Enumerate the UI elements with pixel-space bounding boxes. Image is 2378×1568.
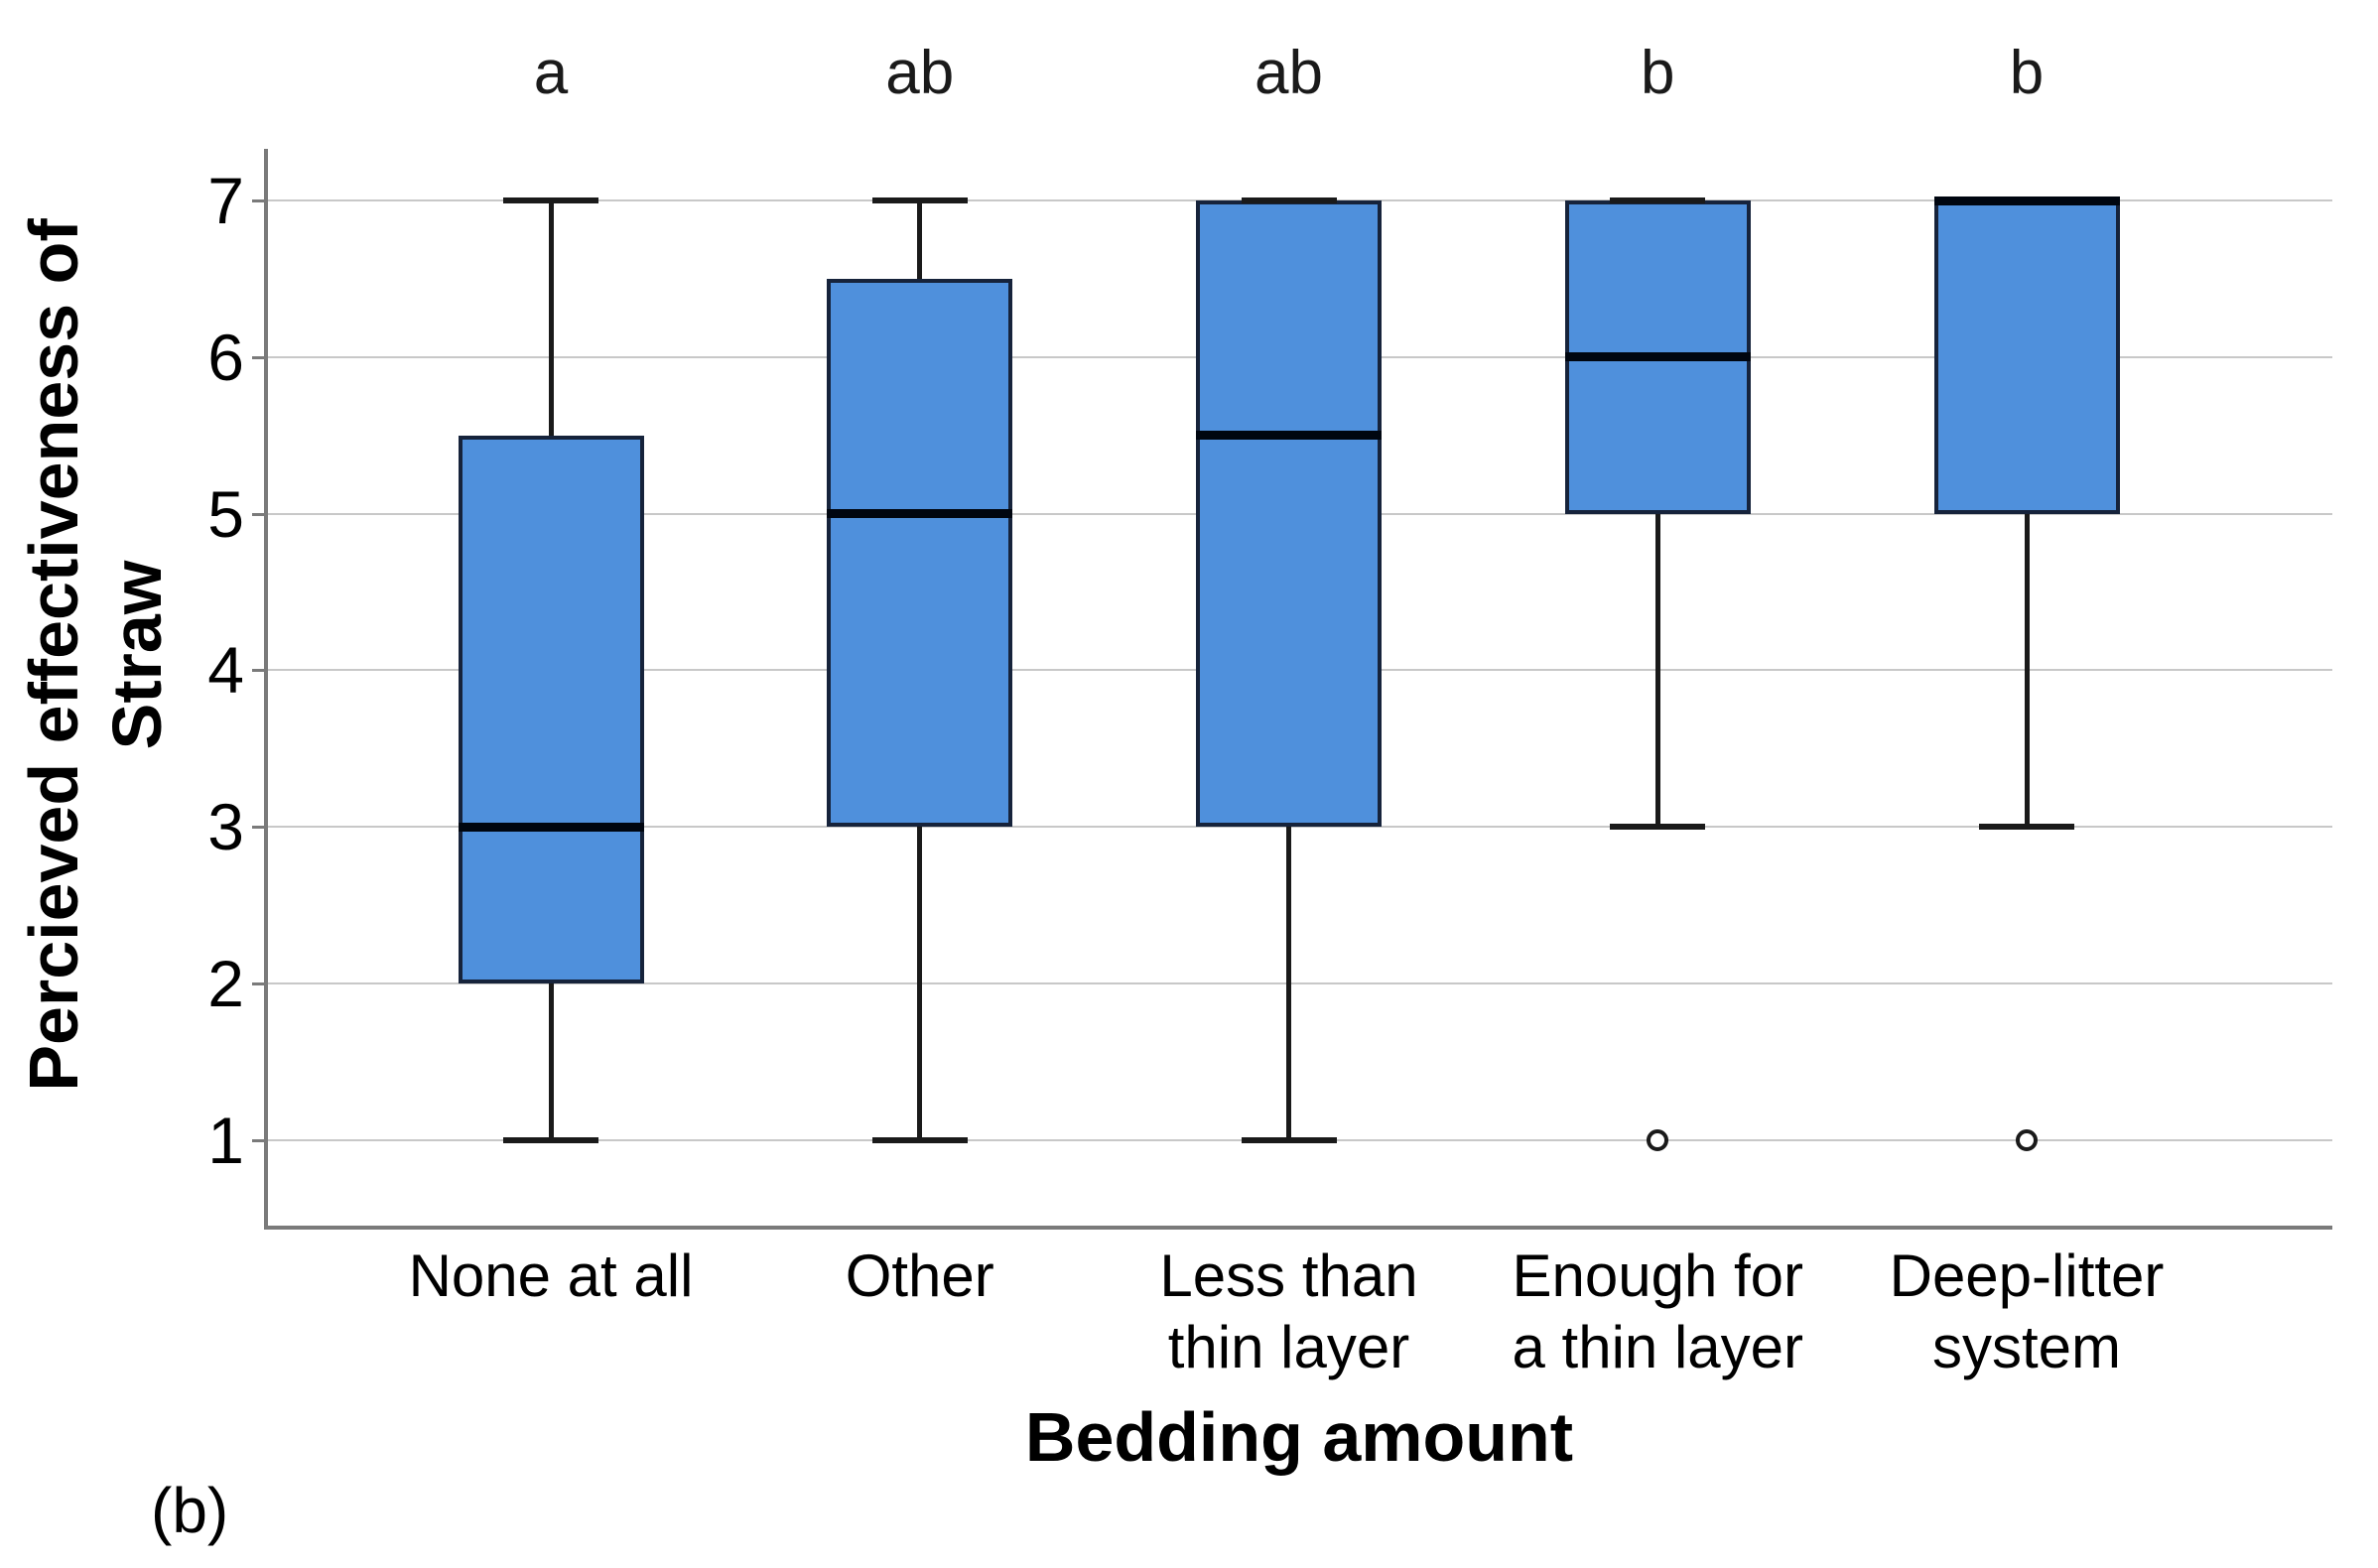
x-category-label-line: thin layer: [1167, 1314, 1410, 1380]
gridline: [266, 982, 2332, 984]
whisker-line-lower: [1654, 513, 1660, 828]
whisker-line-lower: [2024, 513, 2030, 828]
y-tick-mark: [252, 199, 266, 202]
median-line: [1196, 431, 1382, 441]
x-category-label: Less than thin layer: [1105, 1241, 1474, 1383]
y-tick-label: 3: [207, 790, 244, 864]
whisker-cap-lower: [871, 1136, 968, 1143]
y-tick-label: 6: [207, 320, 244, 394]
x-category-label: Other: [735, 1241, 1105, 1312]
x-category-label: Enough for a thin layer: [1473, 1241, 1842, 1383]
whisker-line-upper: [917, 200, 923, 279]
y-tick-label: 2: [207, 947, 244, 1020]
y-tick-mark: [252, 826, 266, 830]
y-tick-mark: [252, 669, 266, 673]
x-category-label-line: system: [1931, 1314, 2122, 1380]
y-tick-label: 1: [207, 1103, 244, 1177]
whisker-cap-lower: [1241, 1136, 1337, 1143]
x-axis-line: [264, 1226, 2332, 1230]
whisker-cap-lower: [1979, 824, 2074, 831]
y-axis-line: [264, 149, 268, 1230]
whisker-cap-upper: [1610, 197, 1706, 203]
outlier-point: [2016, 1128, 2038, 1151]
gridline: [266, 826, 2332, 829]
x-category-label: None at all: [366, 1241, 735, 1312]
y-tick-label: 7: [207, 164, 244, 237]
median-line: [1564, 352, 1751, 362]
x-category-label-line: Less than: [1159, 1242, 1418, 1309]
y-tick-label: 4: [207, 633, 244, 708]
x-axis-title: Bedding amount: [1024, 1398, 1574, 1476]
whisker-line-lower: [917, 827, 923, 1140]
sig-letter: a: [533, 39, 569, 107]
whisker-line-lower: [1286, 827, 1291, 1140]
median-line: [1933, 196, 2120, 205]
sig-letter: ab: [1255, 39, 1323, 107]
box: [827, 278, 1013, 828]
box: [1933, 200, 2120, 514]
whisker-line-upper: [548, 200, 554, 436]
x-category-label: Deep-litter system: [1842, 1241, 2211, 1383]
whisker-cap-lower: [503, 1136, 598, 1143]
whisker-cap-lower: [1610, 824, 1706, 831]
median-line: [458, 822, 644, 832]
sig-letter: b: [2009, 39, 2045, 107]
x-category-label-line: a thin layer: [1512, 1314, 1804, 1380]
y-tick-mark: [252, 982, 266, 985]
y-tick-label: 5: [207, 476, 244, 551]
sig-letter: b: [1641, 39, 1675, 107]
whisker-cap-upper: [871, 197, 968, 203]
x-category-label-line: Deep-litter: [1889, 1242, 2165, 1309]
x-category-label-line: None at all: [408, 1242, 694, 1309]
y-tick-mark: [252, 512, 266, 516]
y-tick-mark: [252, 355, 266, 359]
y-tick-mark: [252, 1138, 266, 1142]
median-line: [827, 509, 1013, 519]
box: [458, 435, 644, 983]
box: [1196, 200, 1382, 828]
whisker-cap-upper: [1241, 197, 1337, 203]
sig-letter: ab: [885, 39, 955, 107]
outlier-point: [1647, 1128, 1669, 1151]
x-category-label-line: Other: [845, 1242, 994, 1309]
panel-label: (b): [151, 1475, 229, 1546]
x-category-label-line: Enough for: [1512, 1242, 1804, 1309]
whisker-cap-upper: [503, 197, 598, 203]
whisker-line-lower: [548, 983, 554, 1140]
